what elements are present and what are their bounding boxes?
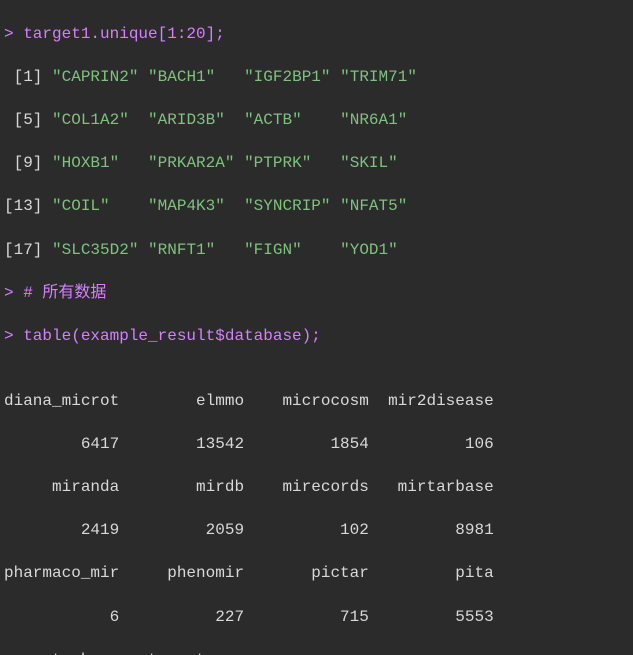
r-console: > target1.unique[1:20]; [1] "CAPRIN2" "B…	[0, 0, 633, 655]
table-header: miranda mirdb mirecords mirtarbase	[4, 477, 629, 499]
cmd-line-table-db[interactable]: > table(example_result$database);	[4, 326, 629, 348]
table-header: diana_microt elmmo microcosm mir2disease	[4, 391, 629, 413]
vec-row: [9] "HOXB1" "PRKAR2A" "PTPRK" "SKIL"	[4, 153, 629, 175]
prompt: >	[4, 284, 23, 302]
table-values: 6 227 715 5553	[4, 607, 629, 629]
vec-row: [17] "SLC35D2" "RNFT1" "FIGN" "YOD1"	[4, 240, 629, 262]
comment-text: # 所有数据	[23, 284, 106, 302]
table-header: tarbase targetscan	[4, 650, 629, 655]
table-values: 6417 13542 1854 106	[4, 434, 629, 456]
table-header: pharmaco_mir phenomir pictar pita	[4, 563, 629, 585]
cmd-text: target1.unique[1:20];	[23, 25, 225, 43]
cmd-line-comment[interactable]: > # 所有数据	[4, 283, 629, 305]
cmd-text: table(example_result$database);	[23, 327, 321, 345]
cmd-line-vector[interactable]: > target1.unique[1:20];	[4, 24, 629, 46]
vec-row: [13] "COIL" "MAP4K3" "SYNCRIP" "NFAT5"	[4, 196, 629, 218]
table-values: 2419 2059 102 8981	[4, 520, 629, 542]
prompt: >	[4, 327, 23, 345]
vec-row: [1] "CAPRIN2" "BACH1" "IGF2BP1" "TRIM71"	[4, 67, 629, 89]
prompt: >	[4, 25, 23, 43]
vec-row: [5] "COL1A2" "ARID3B" "ACTB" "NR6A1"	[4, 110, 629, 132]
